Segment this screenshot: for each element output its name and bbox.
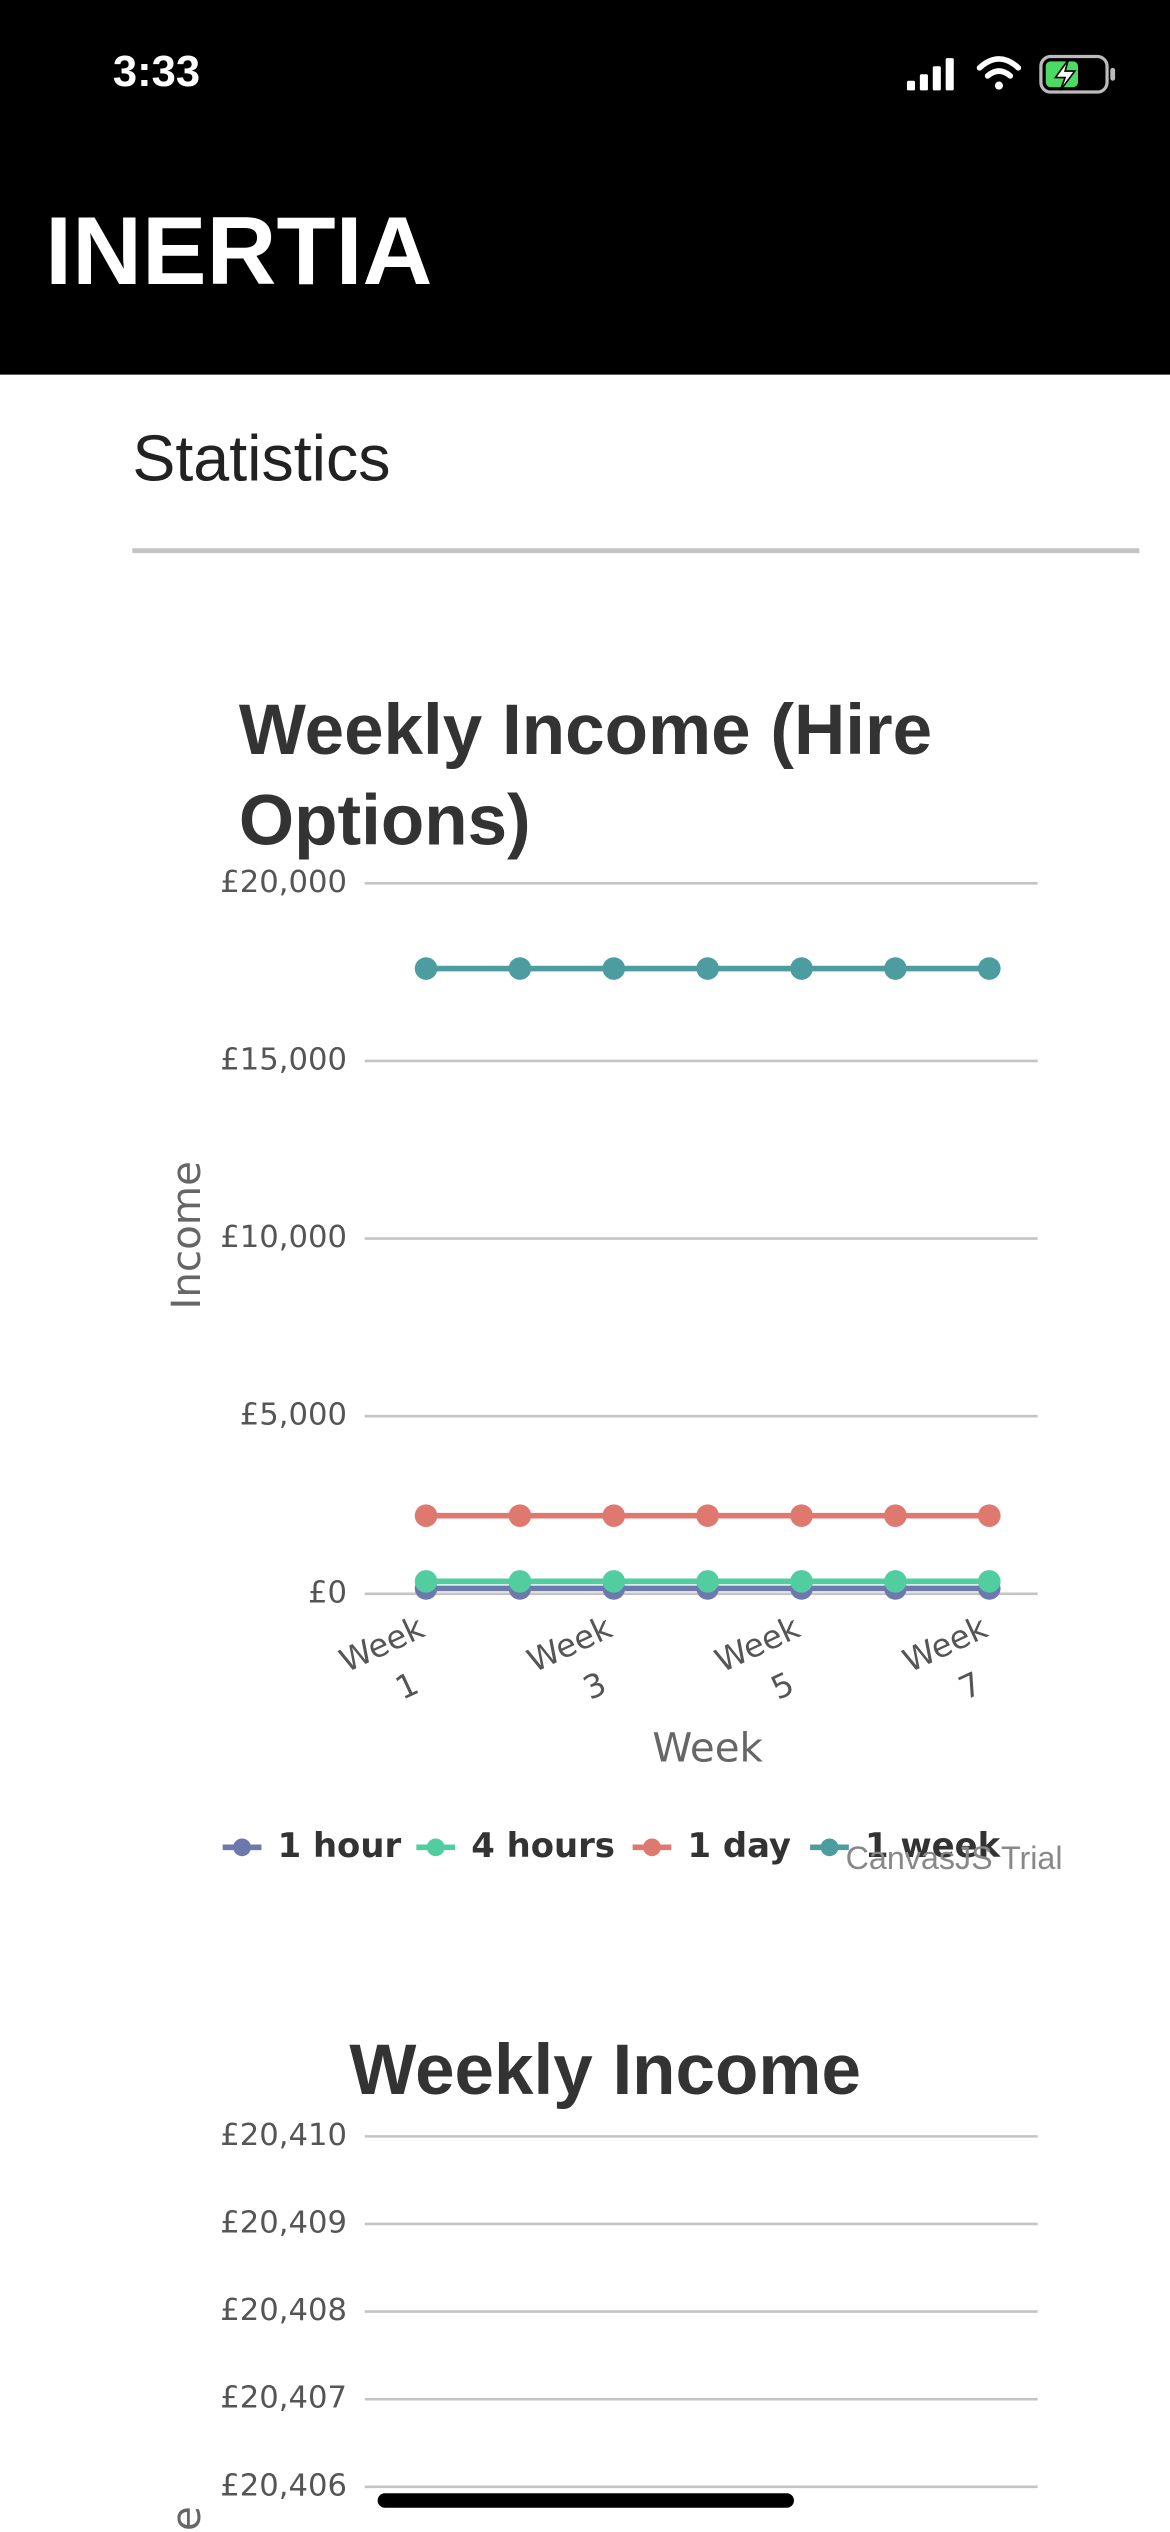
y-tick-label: £20,410 <box>220 2118 347 2153</box>
chart-title: Weekly Income (Hire Options) <box>238 691 933 861</box>
data-point <box>977 1504 1001 1527</box>
legend-marker <box>820 1838 839 1857</box>
app-title: INERTIA <box>45 196 432 305</box>
data-point <box>977 1570 1001 1593</box>
data-point <box>602 957 626 980</box>
data-point <box>790 1504 813 1527</box>
signal-icon <box>906 58 954 91</box>
data-point <box>977 957 1001 980</box>
chart-title: Weekly Income <box>349 2031 861 2110</box>
legend-label: 1 week <box>865 1826 1002 1865</box>
header-background <box>0 0 1170 375</box>
x-tick-label: Week 5 <box>709 1604 835 1724</box>
data-point <box>414 1504 438 1527</box>
data-point <box>602 1570 626 1593</box>
legend-label: 4 hours <box>471 1826 615 1865</box>
legend-marker <box>426 1838 445 1857</box>
y-tick-label: £20,409 <box>220 2205 347 2240</box>
y-tick-label: £20,407 <box>220 2381 347 2416</box>
data-point <box>508 1504 532 1527</box>
watermark: CanvasJS Trial <box>846 1840 1063 1876</box>
legend-label: 1 hour <box>278 1826 402 1865</box>
data-point <box>414 957 438 980</box>
y-tick-label: £20,408 <box>220 2293 347 2328</box>
data-point <box>696 1570 719 1593</box>
y-tick-label: £20,406 <box>220 2468 347 2503</box>
y-axis-title: Income <box>163 2506 210 2532</box>
legend-marker <box>643 1838 661 1857</box>
data-point <box>508 957 532 980</box>
wifi-icon <box>976 56 1022 90</box>
data-point <box>414 1570 438 1593</box>
x-tick-label: Week 7 <box>897 1604 1023 1724</box>
x-axis-title: Week <box>652 1724 763 1771</box>
data-point <box>884 957 907 980</box>
data-point <box>790 957 813 980</box>
x-tick-label: Week 3 <box>521 1604 647 1724</box>
y-tick-label: £20,000 <box>220 865 347 900</box>
y-tick-label: £15,000 <box>220 1042 347 1077</box>
data-point <box>884 1570 907 1593</box>
data-point <box>696 1504 719 1527</box>
data-point <box>508 1570 532 1593</box>
y-tick-label: £0 <box>308 1575 347 1610</box>
y-tick-label: £10,000 <box>220 1220 347 1255</box>
data-point <box>602 1504 626 1527</box>
legend-marker <box>233 1838 251 1857</box>
y-axis-title: Income <box>163 1161 210 1309</box>
status-time: 3:33 <box>113 48 200 96</box>
data-point <box>884 1504 907 1527</box>
legend-label: 1 day <box>687 1826 791 1865</box>
section-title: Statistics <box>132 422 390 494</box>
x-tick-label: Week 1 <box>334 1604 460 1724</box>
battery-icon <box>1039 54 1116 94</box>
data-point <box>790 1570 813 1593</box>
chart-title-box: Weekly Income (Hire Options) <box>238 691 933 861</box>
charts: Weekly Income (Hire Options) £0 £5,000 £10,… <box>163 691 1063 2532</box>
y-tick-label: £5,000 <box>240 1398 347 1433</box>
home-indicator <box>377 2493 794 2508</box>
data-point <box>696 957 719 980</box>
